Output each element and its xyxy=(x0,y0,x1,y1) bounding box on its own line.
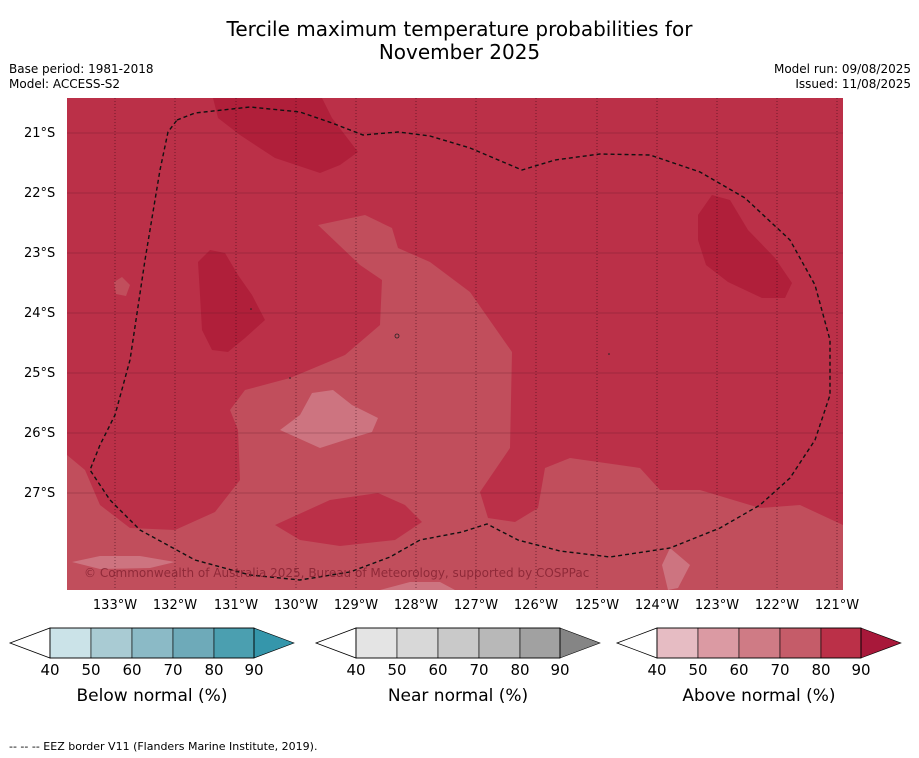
lon-label: 127°W xyxy=(453,598,499,613)
contour-above-90-east xyxy=(698,195,792,298)
contour-above-90-north xyxy=(213,98,358,173)
lon-label: 123°W xyxy=(694,598,740,613)
eez-border xyxy=(89,106,831,581)
contour-above-70-west-islet xyxy=(114,277,130,296)
copyright-text: © Commonwealth of Australia 2025, Bureau… xyxy=(84,566,590,580)
colorbar-near-label: Near normal (%) xyxy=(387,686,529,706)
colorbar-tick: 80 xyxy=(204,661,224,679)
colorbar-tick: 90 xyxy=(244,661,264,679)
colorbar-below xyxy=(8,627,295,659)
colorbar-above-label: Above normal (%) xyxy=(682,686,836,706)
colorbar-tick: 70 xyxy=(469,661,489,679)
lon-label: 132°W xyxy=(152,598,198,613)
colorbar-below-cell xyxy=(213,627,255,659)
title-line-1: Tercile maximum temperature probabilitie… xyxy=(226,17,693,41)
colorbar-below-cell xyxy=(172,627,215,659)
colorbar-near-cell xyxy=(559,627,601,659)
colorbar-below-cell xyxy=(253,627,295,659)
lon-label: 124°W xyxy=(634,598,680,613)
colorbar-tick: 60 xyxy=(729,661,749,679)
colorbar-below-label: Below normal (%) xyxy=(76,686,228,706)
meridians xyxy=(114,98,838,590)
colorbar-near-cell xyxy=(396,627,439,659)
colorbar-above-cell xyxy=(820,627,862,659)
colorbar-tick: 60 xyxy=(122,661,142,679)
lon-label: 122°W xyxy=(754,598,800,613)
island-marker xyxy=(250,308,252,310)
lon-label: 121°W xyxy=(814,598,860,613)
contour-above-70 xyxy=(67,215,843,590)
graticule xyxy=(67,132,843,494)
colorbar-near-cell xyxy=(355,627,398,659)
meta-right: Model run: 09/08/2025 Issued: 11/08/2025 xyxy=(774,62,911,92)
contour-above-60-southeast xyxy=(662,548,690,590)
model-run-text: Model run: 09/08/2025 xyxy=(773,62,911,76)
chart-title: Tercile maximum temperature probabilitie… xyxy=(0,18,919,64)
lon-label: 128°W xyxy=(393,598,439,613)
colorbar-above xyxy=(615,627,902,659)
contour-above-60-south xyxy=(72,556,175,569)
colorbar-tick: 50 xyxy=(81,661,101,679)
contour-above-80-south xyxy=(275,493,422,546)
lon-label: 130°W xyxy=(273,598,319,613)
lat-label: 21°S xyxy=(24,126,56,141)
eez-legend-text: -- -- -- EEZ border V11 (Flanders Marine… xyxy=(9,740,318,753)
colorbar-tick: 90 xyxy=(851,661,871,679)
title-line-2: November 2025 xyxy=(378,40,541,64)
lat-label: 23°S xyxy=(24,246,56,261)
lon-label: 131°W xyxy=(213,598,259,613)
contour-above-90-west xyxy=(198,250,265,352)
lat-label: 24°S xyxy=(24,306,56,321)
colorbar-tick: 50 xyxy=(688,661,708,679)
lat-label: 27°S xyxy=(24,486,56,501)
lat-label: 22°S xyxy=(24,186,56,201)
lon-label: 129°W xyxy=(333,598,379,613)
colorbar-above-cell xyxy=(860,627,902,659)
lat-label: 25°S xyxy=(24,366,56,381)
colorbar-above-cell xyxy=(738,627,781,659)
colorbar-below-cell xyxy=(90,627,133,659)
colorbar-near-cell xyxy=(437,627,480,659)
contour-above-60-center xyxy=(280,390,378,448)
lon-label: 126°W xyxy=(513,598,559,613)
issued-text: Issued: 11/08/2025 xyxy=(795,77,911,91)
lon-label: 125°W xyxy=(574,598,620,613)
island-marker xyxy=(394,333,400,339)
colorbar-near-cell xyxy=(478,627,521,659)
colorbar-above-cell xyxy=(779,627,822,659)
colorbar-below-cell xyxy=(49,627,92,659)
island-marker xyxy=(608,353,610,355)
colorbar-tick: 40 xyxy=(647,661,667,679)
colorbar-tick: 70 xyxy=(163,661,183,679)
contour-above-60-bottom xyxy=(380,582,455,590)
island-marker xyxy=(289,377,291,379)
lon-label: 133°W xyxy=(92,598,138,613)
colorbar-below-cell xyxy=(131,627,174,659)
colorbar-tick: 50 xyxy=(387,661,407,679)
colorbar-above-cell xyxy=(656,627,699,659)
colorbar-above-cell xyxy=(697,627,740,659)
lat-label: 26°S xyxy=(24,426,56,441)
model-text: Model: ACCESS-S2 xyxy=(9,77,121,91)
colorbar-tick: 80 xyxy=(811,661,831,679)
colorbar-near-cell xyxy=(519,627,561,659)
colorbar-tick: 40 xyxy=(40,661,60,679)
base-period-text: Base period: 1981-2018 xyxy=(9,62,154,76)
meta-left: Base period: 1981-2018 Model: ACCESS-S2 xyxy=(9,62,154,92)
colorbar-tick: 40 xyxy=(346,661,366,679)
colorbar-tick: 70 xyxy=(770,661,790,679)
colorbar-tick: 90 xyxy=(550,661,570,679)
colorbar-tick: 60 xyxy=(428,661,448,679)
colorbar-tick: 80 xyxy=(510,661,530,679)
colorbar-near xyxy=(314,627,601,659)
